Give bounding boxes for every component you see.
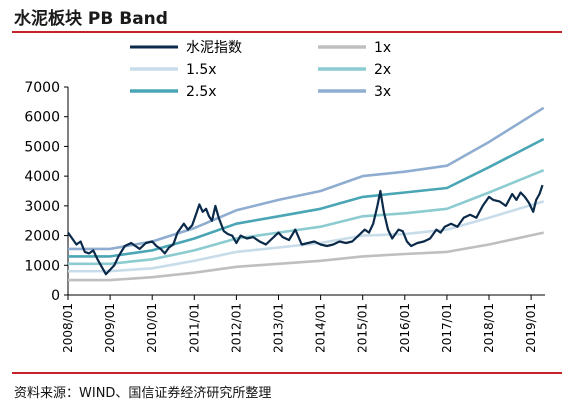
series-line-1 (68, 231, 544, 282)
legend-label: 2x (374, 62, 391, 78)
source-note: 资料来源：WIND、国信证券经济研究所整理 (14, 386, 272, 401)
y-tick-label: 3000 (24, 199, 60, 215)
x-tick-label: 2019/01 (524, 303, 538, 353)
x-tick-label: 2011/01 (187, 303, 201, 353)
legend-label: 3x (374, 84, 391, 100)
x-tick-label: 2015/01 (356, 303, 370, 353)
axes: 0 1000 2000 3000 4000 5000 6000 7000 2008/01 2009… (24, 80, 545, 353)
x-tick-label: 2010/01 (145, 303, 159, 353)
series-line-2 (68, 200, 545, 273)
series-line-3 (68, 168, 545, 266)
legend-label: 水泥指数 (186, 40, 242, 56)
y-tick-label: 1000 (24, 258, 60, 274)
legend-label: 1x (374, 40, 391, 56)
x-tick-label: 2012/01 (229, 303, 243, 353)
series-line-0 (67, 184, 544, 276)
source-divider (12, 372, 562, 374)
y-tick-label: 2000 (24, 229, 60, 245)
y-tick-label: 5000 (24, 139, 60, 155)
legend-label: 2.5x (186, 84, 217, 100)
x-tick-label: 2017/01 (440, 303, 454, 353)
x-tick-label: 2018/01 (482, 303, 496, 353)
series-line-4 (68, 137, 545, 258)
x-tick-label: 2014/01 (314, 303, 328, 353)
x-tick-label: 2008/01 (61, 303, 75, 353)
y-tick-label: 0 (51, 288, 60, 304)
series-lines (67, 106, 545, 282)
x-tick-label: 2009/01 (103, 303, 117, 353)
y-tick-label: 7000 (24, 80, 60, 96)
x-tick-label: 2016/01 (398, 303, 412, 353)
legend: 水泥指数 1x 1.5x 2x 2.5x 3x (130, 40, 391, 100)
y-tick-label: 6000 (24, 110, 60, 126)
title-divider (12, 31, 562, 33)
chart-title: 水泥板块 PB Band (14, 9, 168, 29)
y-tick-label: 4000 (24, 169, 60, 185)
x-tick-label: 2013/01 (272, 303, 286, 353)
legend-label: 1.5x (186, 62, 217, 78)
